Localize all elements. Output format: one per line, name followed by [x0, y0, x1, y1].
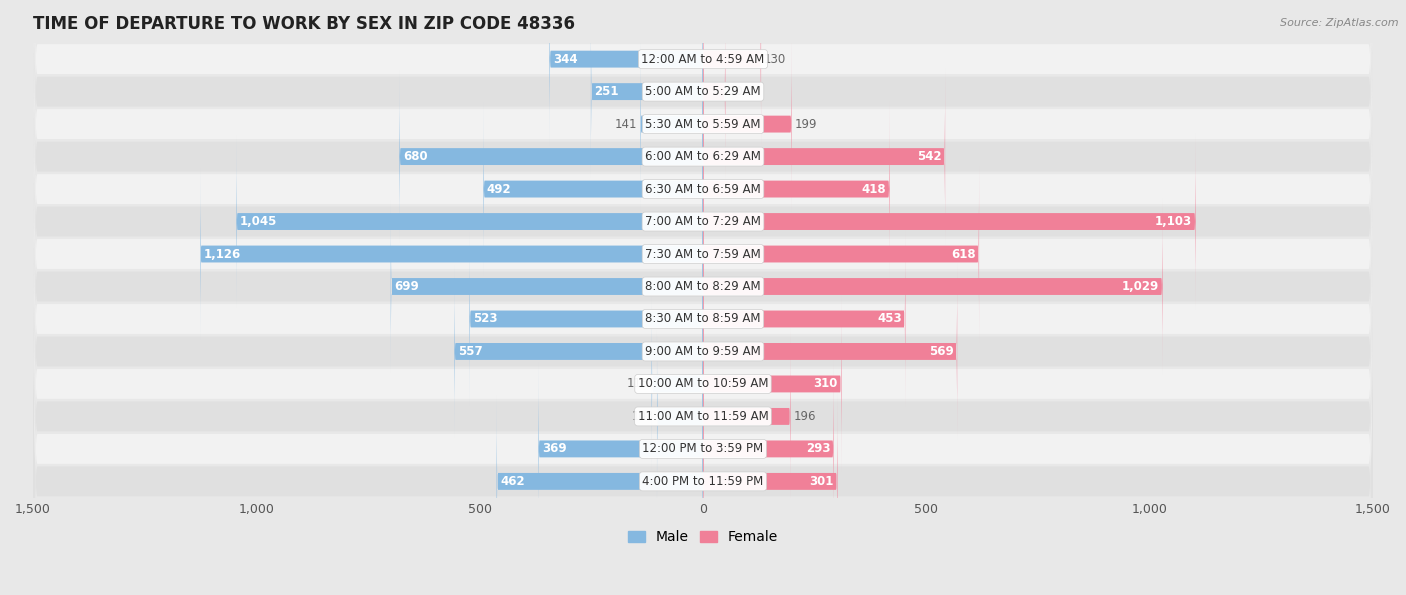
FancyBboxPatch shape [703, 0, 761, 148]
FancyBboxPatch shape [550, 0, 703, 148]
Text: 523: 523 [472, 312, 498, 325]
Text: 8:00 AM to 8:29 AM: 8:00 AM to 8:29 AM [645, 280, 761, 293]
FancyBboxPatch shape [32, 42, 1374, 595]
Legend: Male, Female: Male, Female [623, 525, 783, 550]
FancyBboxPatch shape [32, 0, 1374, 595]
FancyBboxPatch shape [32, 0, 1374, 369]
Text: 542: 542 [917, 150, 942, 163]
Text: 6:00 AM to 6:29 AM: 6:00 AM to 6:29 AM [645, 150, 761, 163]
Text: TIME OF DEPARTURE TO WORK BY SEX IN ZIP CODE 48336: TIME OF DEPARTURE TO WORK BY SEX IN ZIP … [32, 15, 575, 33]
Text: 557: 557 [458, 345, 482, 358]
FancyBboxPatch shape [32, 0, 1374, 466]
FancyBboxPatch shape [703, 327, 790, 505]
FancyBboxPatch shape [32, 0, 1374, 434]
FancyBboxPatch shape [236, 133, 703, 311]
FancyBboxPatch shape [703, 2, 725, 181]
FancyBboxPatch shape [703, 295, 841, 473]
FancyBboxPatch shape [703, 360, 834, 538]
Text: 569: 569 [929, 345, 953, 358]
FancyBboxPatch shape [32, 171, 1374, 595]
Text: 418: 418 [862, 183, 886, 196]
FancyBboxPatch shape [657, 327, 703, 505]
Text: 115: 115 [627, 377, 650, 390]
FancyBboxPatch shape [32, 107, 1374, 595]
FancyBboxPatch shape [703, 230, 905, 408]
FancyBboxPatch shape [32, 74, 1374, 595]
Text: 453: 453 [877, 312, 901, 325]
FancyBboxPatch shape [703, 68, 945, 246]
FancyBboxPatch shape [32, 0, 1374, 531]
FancyBboxPatch shape [470, 230, 703, 408]
FancyBboxPatch shape [703, 100, 890, 278]
FancyBboxPatch shape [703, 262, 957, 440]
Text: 10:00 AM to 10:59 AM: 10:00 AM to 10:59 AM [638, 377, 768, 390]
Text: 141: 141 [614, 118, 637, 130]
Text: 1,126: 1,126 [204, 248, 240, 261]
FancyBboxPatch shape [703, 35, 792, 213]
Text: 6:30 AM to 6:59 AM: 6:30 AM to 6:59 AM [645, 183, 761, 196]
Text: Source: ZipAtlas.com: Source: ZipAtlas.com [1281, 18, 1399, 28]
FancyBboxPatch shape [703, 165, 979, 343]
Text: 5:30 AM to 5:59 AM: 5:30 AM to 5:59 AM [645, 118, 761, 130]
Text: 492: 492 [486, 183, 512, 196]
FancyBboxPatch shape [651, 295, 703, 473]
FancyBboxPatch shape [32, 0, 1374, 564]
FancyBboxPatch shape [32, 9, 1374, 595]
FancyBboxPatch shape [32, 0, 1374, 402]
Text: 7:30 AM to 7:59 AM: 7:30 AM to 7:59 AM [645, 248, 761, 261]
Text: 310: 310 [814, 377, 838, 390]
Text: 4:00 PM to 11:59 PM: 4:00 PM to 11:59 PM [643, 475, 763, 488]
FancyBboxPatch shape [703, 133, 1195, 311]
Text: 12:00 AM to 4:59 AM: 12:00 AM to 4:59 AM [641, 52, 765, 65]
Text: 7:00 AM to 7:29 AM: 7:00 AM to 7:29 AM [645, 215, 761, 228]
FancyBboxPatch shape [454, 262, 703, 440]
FancyBboxPatch shape [484, 100, 703, 278]
Text: 1,103: 1,103 [1154, 215, 1192, 228]
Text: 130: 130 [763, 52, 786, 65]
Text: 680: 680 [402, 150, 427, 163]
FancyBboxPatch shape [32, 139, 1374, 595]
Text: 103: 103 [633, 410, 654, 423]
FancyBboxPatch shape [496, 392, 703, 571]
FancyBboxPatch shape [703, 198, 1163, 375]
FancyBboxPatch shape [538, 360, 703, 538]
Text: 1,029: 1,029 [1122, 280, 1159, 293]
Text: 196: 196 [793, 410, 815, 423]
Text: 1,045: 1,045 [240, 215, 277, 228]
Text: 344: 344 [553, 52, 578, 65]
FancyBboxPatch shape [32, 0, 1374, 499]
FancyBboxPatch shape [703, 392, 838, 571]
Text: 251: 251 [595, 85, 619, 98]
Text: 199: 199 [794, 118, 817, 130]
Text: 699: 699 [394, 280, 419, 293]
Text: 462: 462 [501, 475, 524, 488]
FancyBboxPatch shape [640, 35, 703, 213]
Text: 50: 50 [728, 85, 742, 98]
FancyBboxPatch shape [591, 2, 703, 181]
Text: 5:00 AM to 5:29 AM: 5:00 AM to 5:29 AM [645, 85, 761, 98]
Text: 8:30 AM to 8:59 AM: 8:30 AM to 8:59 AM [645, 312, 761, 325]
FancyBboxPatch shape [391, 198, 703, 375]
Text: 293: 293 [806, 443, 831, 455]
Text: 11:00 AM to 11:59 AM: 11:00 AM to 11:59 AM [638, 410, 768, 423]
Text: 9:00 AM to 9:59 AM: 9:00 AM to 9:59 AM [645, 345, 761, 358]
Text: 369: 369 [541, 443, 567, 455]
FancyBboxPatch shape [200, 165, 703, 343]
Text: 301: 301 [810, 475, 834, 488]
FancyBboxPatch shape [399, 68, 703, 246]
Text: 618: 618 [950, 248, 976, 261]
Text: 12:00 PM to 3:59 PM: 12:00 PM to 3:59 PM [643, 443, 763, 455]
